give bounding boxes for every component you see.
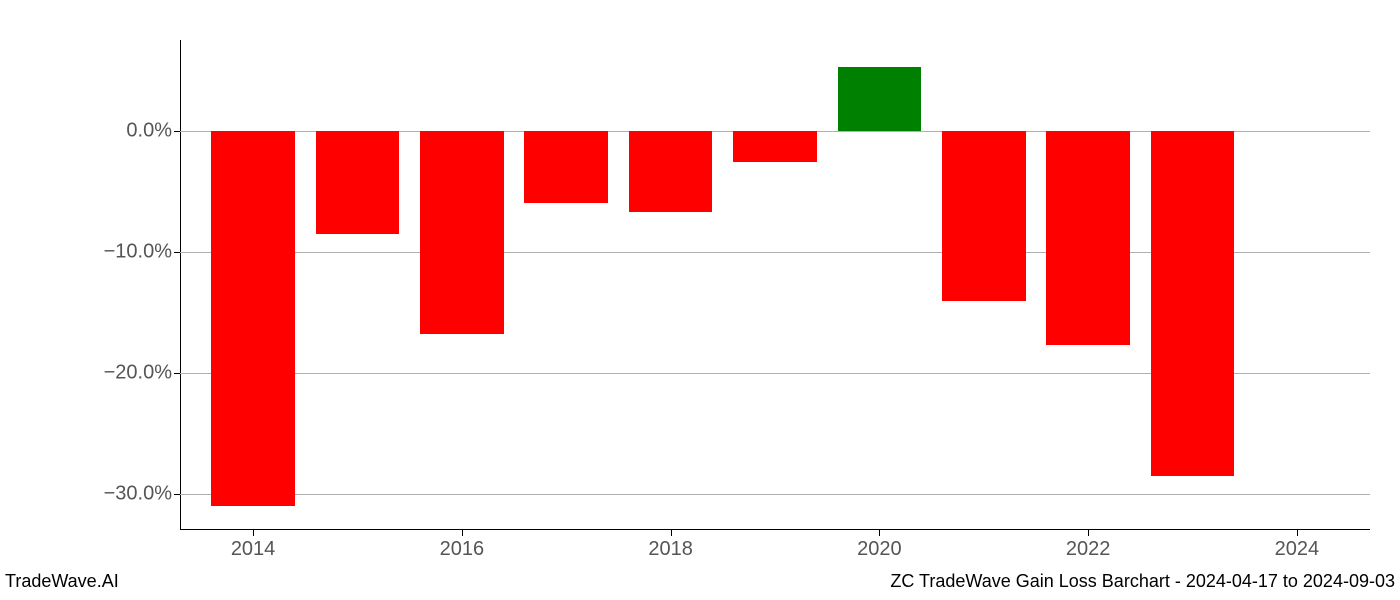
y-tick-mark — [174, 131, 180, 132]
x-tick-mark — [671, 530, 672, 536]
x-tick-mark — [1088, 530, 1089, 536]
x-tick-label: 2014 — [231, 538, 276, 561]
x-tick-mark — [253, 530, 254, 536]
y-axis-line — [180, 40, 181, 530]
bar — [838, 67, 922, 131]
y-tick-label: −30.0% — [104, 482, 172, 505]
footer-caption: ZC TradeWave Gain Loss Barchart - 2024-0… — [890, 571, 1395, 592]
y-tick-label: 0.0% — [126, 119, 172, 142]
x-tick-label: 2022 — [1066, 538, 1111, 561]
x-tick-label: 2016 — [440, 538, 485, 561]
bar — [942, 131, 1026, 302]
footer-brand: TradeWave.AI — [5, 571, 119, 592]
x-tick-label: 2024 — [1275, 538, 1320, 561]
y-tick-label: −20.0% — [104, 361, 172, 384]
chart-plot-area — [180, 40, 1370, 530]
y-tick-label: −10.0% — [104, 240, 172, 263]
x-tick-label: 2018 — [648, 538, 693, 561]
bar — [733, 131, 817, 162]
bar — [629, 131, 713, 212]
x-tick-label: 2020 — [857, 538, 902, 561]
x-axis-line — [180, 529, 1370, 530]
x-tick-mark — [879, 530, 880, 536]
bar — [1046, 131, 1130, 345]
x-tick-mark — [462, 530, 463, 536]
y-tick-mark — [174, 252, 180, 253]
bar — [211, 131, 295, 506]
x-tick-mark — [1297, 530, 1298, 536]
bar — [316, 131, 400, 234]
gridline — [180, 494, 1370, 495]
y-tick-mark — [174, 494, 180, 495]
bar — [524, 131, 608, 204]
bar — [1151, 131, 1235, 476]
bar — [420, 131, 504, 334]
y-tick-mark — [174, 373, 180, 374]
